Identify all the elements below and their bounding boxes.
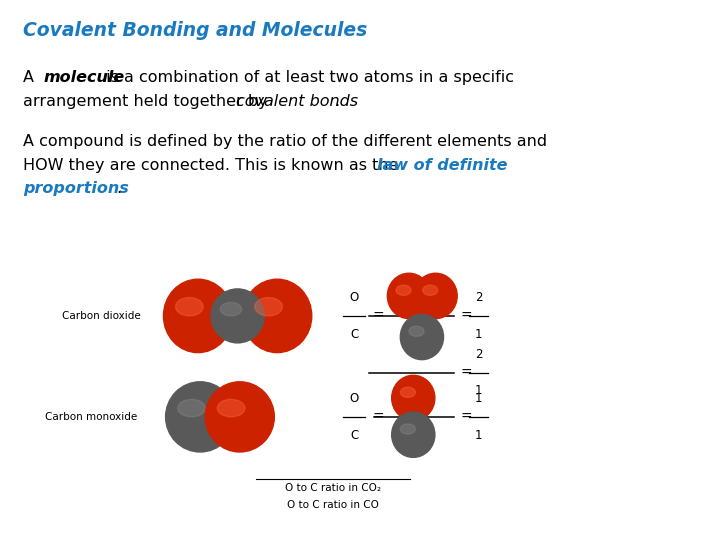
Text: .: .	[117, 181, 122, 197]
Text: proportions: proportions	[23, 181, 129, 197]
Ellipse shape	[163, 279, 233, 353]
Text: =: =	[461, 309, 472, 323]
Text: =: =	[372, 309, 384, 323]
Ellipse shape	[414, 273, 457, 319]
Text: Covalent Bonding and Molecules: Covalent Bonding and Molecules	[23, 21, 367, 39]
Ellipse shape	[255, 298, 282, 316]
Text: molecule: molecule	[43, 70, 125, 85]
Text: C: C	[350, 328, 359, 341]
Text: A: A	[23, 70, 39, 85]
Ellipse shape	[205, 382, 274, 452]
Text: 2: 2	[475, 291, 482, 304]
Text: 1: 1	[475, 392, 482, 405]
Text: C: C	[350, 429, 359, 442]
Ellipse shape	[392, 412, 435, 457]
Text: O to C ratio in CO: O to C ratio in CO	[287, 500, 379, 510]
Ellipse shape	[176, 298, 203, 316]
Text: =: =	[461, 410, 472, 424]
Text: law of definite: law of definite	[377, 158, 508, 173]
Text: A compound is defined by the ratio of the different elements and: A compound is defined by the ratio of th…	[23, 134, 547, 149]
Text: O: O	[350, 392, 359, 405]
Text: .: .	[334, 94, 339, 109]
Ellipse shape	[178, 399, 205, 417]
Ellipse shape	[400, 387, 415, 397]
Text: 2: 2	[475, 348, 482, 361]
Text: 1: 1	[475, 429, 482, 442]
Ellipse shape	[243, 279, 312, 353]
Text: O: O	[350, 291, 359, 304]
Ellipse shape	[220, 302, 242, 316]
Ellipse shape	[396, 285, 411, 295]
Ellipse shape	[409, 326, 424, 336]
Ellipse shape	[217, 399, 245, 417]
Text: Carbon dioxide: Carbon dioxide	[62, 311, 140, 321]
Text: arrangement held together by: arrangement held together by	[23, 94, 273, 109]
Ellipse shape	[387, 273, 431, 319]
Text: O to C ratio in CO₂: O to C ratio in CO₂	[285, 483, 381, 494]
Text: covalent bonds: covalent bonds	[236, 94, 359, 109]
Ellipse shape	[392, 375, 435, 421]
Text: HOW they are connected. This is known as the: HOW they are connected. This is known as…	[23, 158, 404, 173]
Text: Carbon monoxide: Carbon monoxide	[45, 412, 137, 422]
Text: is a combination of at least two atoms in a specific: is a combination of at least two atoms i…	[101, 70, 514, 85]
Ellipse shape	[423, 285, 438, 295]
Ellipse shape	[211, 289, 264, 343]
Ellipse shape	[400, 424, 415, 434]
Text: =: =	[461, 366, 472, 380]
Text: 1: 1	[475, 384, 482, 397]
Ellipse shape	[400, 314, 444, 360]
Ellipse shape	[166, 382, 235, 452]
Text: =: =	[372, 410, 384, 424]
Text: 1: 1	[475, 328, 482, 341]
